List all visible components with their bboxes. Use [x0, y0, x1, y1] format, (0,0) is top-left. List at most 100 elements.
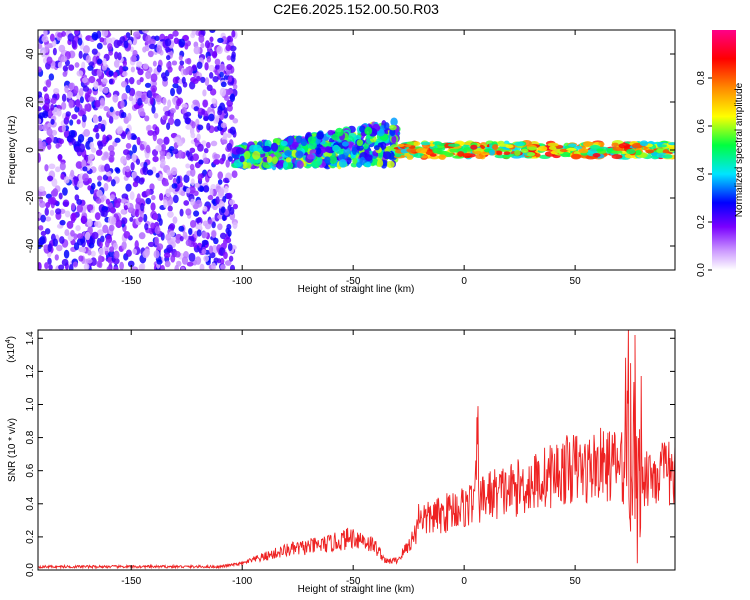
spectrogram-cell: [51, 129, 58, 136]
spectrogram-cell: [325, 146, 332, 153]
spectrogram-cell: [66, 91, 73, 99]
spectrogram-cell: [120, 100, 125, 109]
spectrogram-cell: [162, 76, 168, 82]
spectrogram-cell: [180, 266, 185, 270]
colorbar-label: Normalized spectral amplitude: [734, 82, 745, 217]
spectrogram-cell: [214, 58, 221, 66]
spectrogram-cell: [129, 87, 136, 97]
spectrogram-cell: [442, 151, 451, 156]
spectrogram-cell: [219, 232, 227, 240]
spectrogram-cell: [570, 153, 582, 160]
spectrogram-cell: [215, 196, 220, 205]
spectrogram-cell: [196, 75, 201, 82]
spectrogram-cell: [262, 145, 271, 152]
spectrogram-cell: [68, 64, 75, 71]
spectrogram-cell: [38, 97, 45, 106]
spectrogram-cell: [112, 71, 118, 78]
spectrogram-cell: [165, 54, 171, 61]
spectrogram-cell: [105, 198, 111, 205]
spectrogram-cell: [241, 161, 248, 169]
spectrogram-cell: [94, 100, 101, 108]
spectrogram-cell: [527, 146, 537, 151]
spectrogram-cell: [186, 261, 194, 267]
spectrogram-cell: [505, 144, 514, 149]
spectrogram-cell: [209, 36, 214, 43]
spectrogram-cell: [341, 141, 349, 147]
spectrogram-cell: [178, 225, 185, 232]
spectrogram-cell: [145, 70, 152, 80]
spectrogram-cell: [192, 153, 200, 162]
spectrogram-cell: [188, 252, 196, 262]
spectrogram-cell: [53, 88, 60, 95]
spectrogram-cell: [195, 199, 203, 208]
spectrogram-y-tick-label: 40: [25, 48, 36, 60]
spectrogram-cell: [220, 206, 226, 214]
spectrogram-cell: [199, 263, 205, 270]
spectrogram-cell: [108, 154, 115, 163]
spectrogram-cell: [139, 143, 145, 151]
spectrogram-cell: [88, 96, 95, 102]
snr-scale-exponent: 4: [5, 339, 12, 343]
spectrogram-cell: [146, 169, 154, 176]
spectrogram-cell: [231, 170, 238, 179]
spectrogram-cell: [70, 202, 76, 211]
spectrogram-cell: [45, 202, 51, 209]
spectrogram-cell: [229, 114, 235, 120]
spectrogram-cell: [329, 155, 337, 164]
spectrogram-cell: [82, 173, 89, 182]
spectrogram-cell: [115, 168, 121, 174]
spectrogram-x-tick-label: 50: [570, 276, 582, 287]
spectrogram-cell: [77, 133, 85, 143]
spectrogram-cell: [178, 55, 183, 61]
spectrogram-cell: [121, 65, 129, 72]
spectrogram-cell: [51, 178, 58, 187]
spectrogram-cell: [61, 93, 67, 102]
spectrogram-cell: [207, 219, 213, 225]
spectrogram-cell: [203, 148, 209, 154]
spectrogram-cell: [338, 154, 346, 161]
spectrogram-cell: [149, 183, 155, 191]
spectrogram-cell: [131, 171, 138, 178]
spectrogram-cell: [129, 191, 135, 201]
spectrogram-cell: [101, 64, 108, 71]
spectrogram-cell: [202, 89, 207, 97]
spectrogram-cell: [152, 81, 158, 87]
spectrogram-cell: [184, 117, 191, 125]
spectrogram-cell: [110, 206, 116, 214]
spectrogram-cell: [650, 152, 659, 156]
spectrogram-cell: [57, 154, 62, 162]
snr-y-tick-label: 0.2: [25, 530, 36, 544]
spectrogram-cell: [154, 236, 160, 246]
spectrogram-cell: [287, 135, 294, 145]
spectrogram-cell: [190, 178, 195, 186]
spectrogram-cell: [44, 262, 49, 270]
spectrogram-cell: [74, 30, 80, 35]
spectrogram-cell: [239, 155, 245, 163]
spectrogram-cell: [167, 210, 174, 218]
spectrogram-cell: [118, 65, 124, 75]
spectrogram-cell: [75, 224, 81, 232]
spectrogram-cell: [273, 138, 282, 144]
spectrogram-cell: [155, 172, 160, 178]
spectrogram-cell: [475, 153, 484, 160]
spectrogram-cell: [566, 147, 577, 151]
spectrogram-cell: [50, 118, 55, 125]
spectrogram-cell: [203, 115, 210, 122]
spectrogram-cell: [193, 210, 200, 217]
spectrogram-cell: [127, 112, 132, 122]
spectrogram-cell: [568, 143, 577, 147]
spectrogram-cell: [42, 86, 48, 92]
spectrogram-cell: [62, 187, 68, 196]
spectrogram-cell: [97, 229, 104, 236]
spectrogram-cell: [103, 182, 109, 192]
spectrogram-cell: [226, 192, 233, 200]
spectrogram-cell: [120, 156, 127, 165]
spectrogram-cell: [150, 222, 156, 229]
snr-y-tick-label: 0.8: [25, 430, 36, 444]
spectrogram-cell: [192, 99, 200, 106]
spectrogram-cell: [547, 142, 559, 147]
spectrogram-cell: [80, 215, 87, 224]
spectrogram-cell: [193, 106, 200, 112]
spectrogram-cell: [122, 71, 128, 77]
